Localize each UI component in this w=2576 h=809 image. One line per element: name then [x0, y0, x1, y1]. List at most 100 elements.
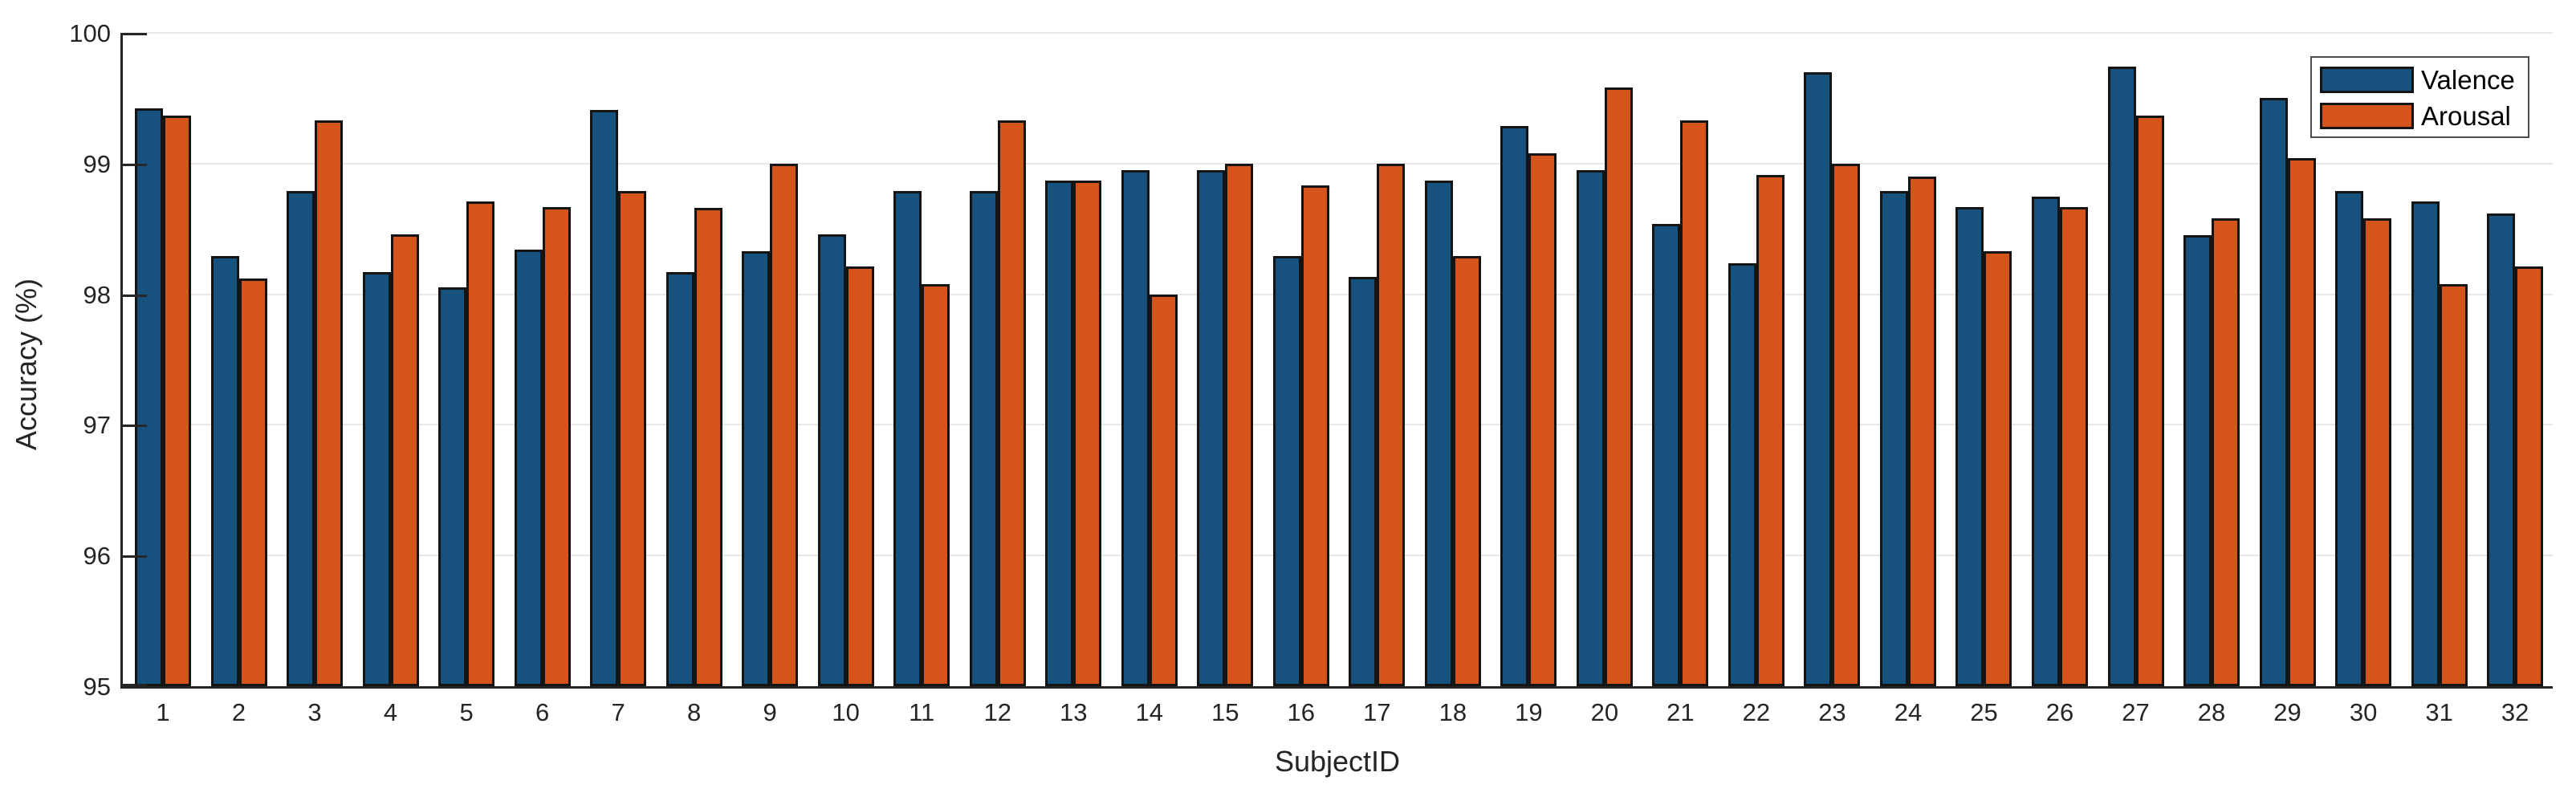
- bar-arousal-subject-29: [2287, 158, 2316, 686]
- y-tick-mark-95: [123, 684, 147, 686]
- y-tick-label-97: 97: [83, 411, 111, 440]
- y-tick-label-99: 99: [83, 149, 111, 178]
- y-tick-mark-98: [123, 294, 147, 297]
- bar-arousal-subject-26: [2060, 206, 2088, 686]
- bar-arousal-subject-11: [922, 283, 950, 686]
- x-tick-label-18: 18: [1439, 698, 1467, 726]
- y-tick-mark-99: [123, 163, 147, 166]
- bar-valence-subject-13: [1045, 180, 1074, 686]
- bar-arousal-subject-21: [1680, 120, 1709, 686]
- x-axis-title: SubjectID: [1274, 745, 1401, 778]
- y-tick-label-96: 96: [83, 542, 111, 571]
- x-tick-label-32: 32: [2501, 698, 2529, 726]
- gridline-y-96: [123, 555, 2553, 557]
- x-tick-label-27: 27: [2122, 698, 2150, 726]
- bar-arousal-subject-1: [163, 115, 191, 686]
- x-tick-label-13: 13: [1059, 698, 1088, 726]
- bar-valence-subject-27: [2107, 67, 2136, 686]
- bar-valence-subject-11: [893, 190, 922, 686]
- bar-arousal-subject-9: [770, 163, 799, 686]
- bar-valence-subject-3: [287, 190, 315, 686]
- bar-valence-subject-31: [2411, 201, 2440, 686]
- bar-valence-subject-30: [2335, 190, 2364, 686]
- bar-arousal-subject-31: [2439, 283, 2468, 686]
- x-tick-label-3: 3: [307, 698, 322, 726]
- x-tick-label-2: 2: [231, 698, 246, 726]
- x-tick-label-1: 1: [156, 698, 170, 726]
- bar-valence-subject-2: [210, 256, 239, 686]
- bar-valence-subject-16: [1272, 256, 1301, 686]
- y-axis-title: Accuracy (%): [10, 278, 43, 451]
- bar-valence-subject-25: [1955, 206, 1984, 686]
- bar-valence-subject-22: [1728, 262, 1756, 686]
- bar-valence-subject-29: [2259, 98, 2288, 686]
- bar-arousal-subject-10: [845, 266, 874, 686]
- bar-arousal-subject-14: [1149, 294, 1178, 686]
- y-tick-label-95: 95: [83, 673, 111, 701]
- bar-arousal-subject-30: [2363, 218, 2392, 686]
- x-tick-label-14: 14: [1135, 698, 1163, 726]
- x-tick-label-8: 8: [687, 698, 702, 726]
- bar-valence-subject-12: [969, 190, 998, 686]
- bar-valence-subject-4: [362, 271, 391, 686]
- bar-arousal-subject-25: [1984, 250, 2012, 686]
- bar-arousal-subject-23: [1832, 163, 1861, 686]
- bar-arousal-subject-15: [1225, 163, 1254, 686]
- bar-valence-subject-17: [1349, 277, 1378, 686]
- bar-valence-subject-21: [1652, 223, 1681, 686]
- bar-valence-subject-9: [742, 250, 771, 686]
- x-tick-label-20: 20: [1590, 698, 1619, 726]
- bar-arousal-subject-16: [1300, 185, 1329, 686]
- y-tick-mark-96: [123, 555, 147, 559]
- bar-arousal-subject-12: [997, 120, 1026, 686]
- x-tick-label-10: 10: [832, 698, 860, 726]
- gridline-y-97: [123, 424, 2553, 426]
- bar-arousal-subject-13: [1073, 180, 1102, 686]
- x-tick-label-25: 25: [1970, 698, 1998, 726]
- bar-arousal-subject-5: [466, 201, 495, 686]
- bar-arousal-subject-2: [238, 278, 267, 686]
- bar-arousal-subject-24: [1907, 177, 1936, 686]
- x-axis-line: [120, 686, 2553, 689]
- x-tick-label-11: 11: [909, 698, 935, 726]
- bar-arousal-subject-17: [1377, 163, 1406, 686]
- bar-valence-subject-6: [514, 250, 543, 686]
- bar-arousal-subject-8: [694, 208, 722, 686]
- x-tick-label-12: 12: [983, 698, 1011, 726]
- gridline-y-98: [123, 293, 2553, 295]
- x-tick-label-23: 23: [1818, 698, 1846, 726]
- bar-arousal-subject-4: [390, 234, 419, 686]
- bar-arousal-subject-20: [1604, 87, 1633, 686]
- x-tick-label-31: 31: [2425, 698, 2453, 726]
- bar-arousal-subject-3: [315, 120, 344, 686]
- bar-valence-subject-14: [1121, 169, 1150, 686]
- x-tick-label-28: 28: [2197, 698, 2226, 726]
- x-tick-label-5: 5: [459, 698, 474, 726]
- bar-valence-subject-5: [438, 287, 467, 686]
- x-tick-label-16: 16: [1287, 698, 1316, 726]
- y-tick-label-98: 98: [83, 280, 111, 309]
- x-tick-label-17: 17: [1363, 698, 1391, 726]
- bar-valence-subject-32: [2487, 213, 2516, 686]
- gridline-y-100: [123, 32, 2553, 34]
- valence-color-swatch: [2320, 67, 2414, 93]
- bar-arousal-subject-6: [542, 206, 571, 686]
- x-tick-label-29: 29: [2273, 698, 2301, 726]
- bar-valence-subject-7: [590, 110, 619, 686]
- x-tick-label-30: 30: [2349, 698, 2378, 726]
- bar-arousal-subject-27: [2135, 115, 2164, 686]
- x-tick-label-15: 15: [1211, 698, 1239, 726]
- plot-area: [123, 32, 2553, 686]
- bar-valence-subject-24: [1879, 190, 1908, 686]
- x-tick-label-4: 4: [383, 698, 398, 726]
- bar-valence-subject-18: [1424, 180, 1453, 686]
- x-tick-label-22: 22: [1742, 698, 1771, 726]
- legend-label-valence: Valence: [2421, 65, 2515, 95]
- x-tick-label-6: 6: [535, 698, 550, 726]
- bar-arousal-subject-28: [2212, 218, 2240, 686]
- bar-valence-subject-20: [1576, 169, 1605, 686]
- bar-valence-subject-26: [2032, 196, 2060, 686]
- legend-label-arousal: Arousal: [2421, 101, 2511, 131]
- bar-valence-subject-10: [817, 234, 846, 686]
- x-tick-label-19: 19: [1515, 698, 1543, 726]
